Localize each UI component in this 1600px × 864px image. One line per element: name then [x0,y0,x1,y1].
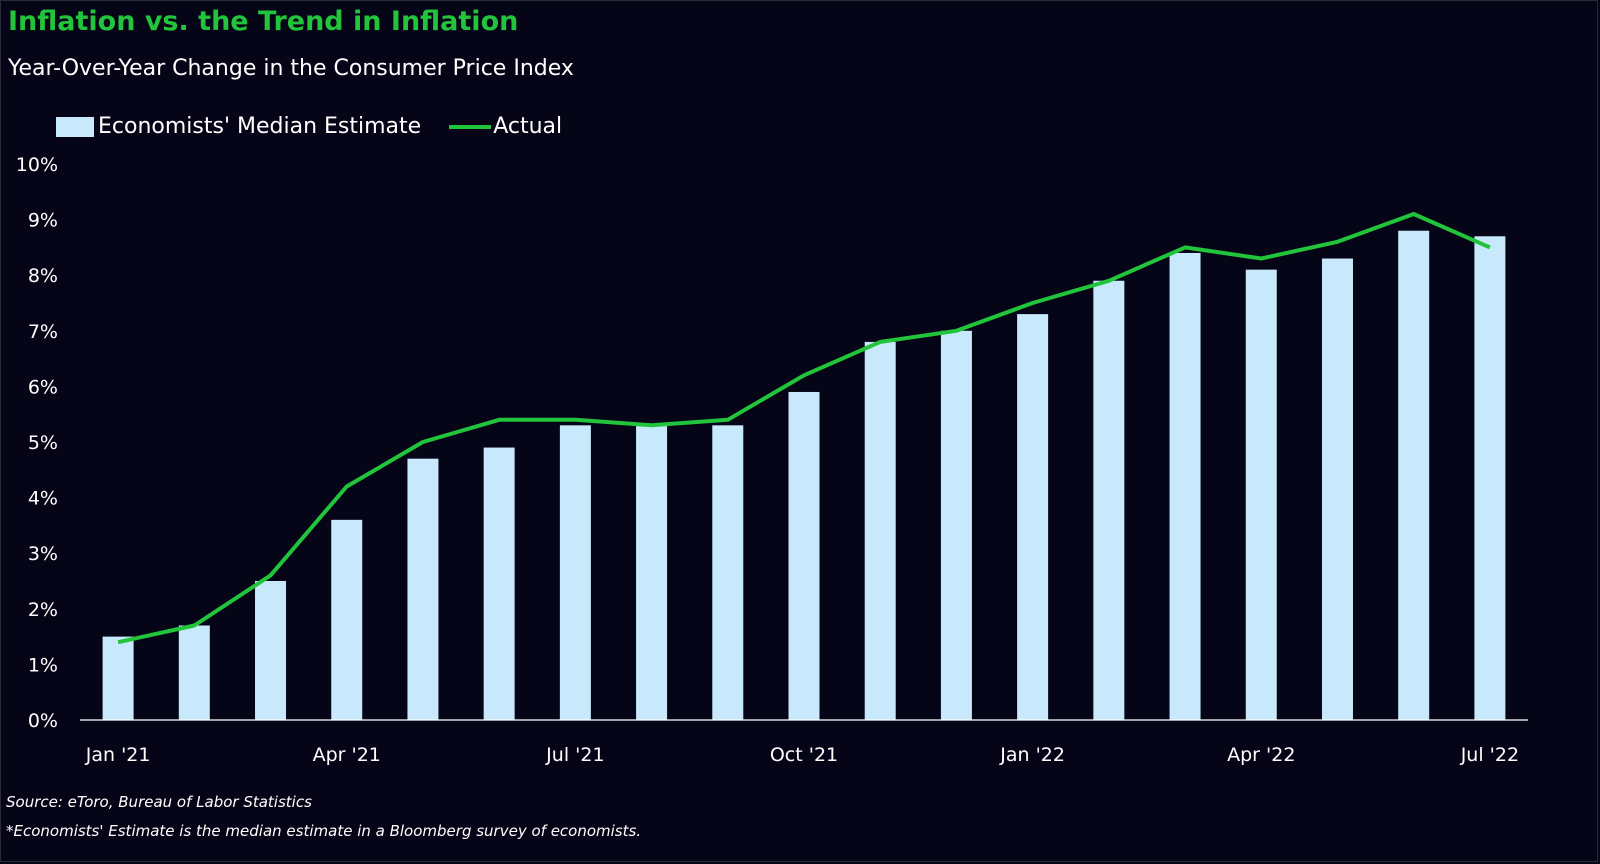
bar-3 [331,519,363,720]
y-tick-label: 3% [28,543,58,565]
y-tick-label: 5% [28,432,58,454]
y-tick-label: 1% [28,654,58,676]
survey-note: *Economists' Estimate is the median esti… [6,822,642,840]
bar-18 [1474,236,1506,720]
x-tick-label: Apr '22 [1227,744,1295,766]
y-tick-label: 2% [28,599,58,621]
source-note: Source: eToro, Bureau of Labor Statistic… [6,793,312,811]
bar-12 [1017,314,1049,720]
bar-10 [864,341,896,720]
bar-7 [636,425,668,720]
legend-line-swatch [449,124,492,129]
y-tick-label: 7% [28,321,58,343]
chart-plot: 0% 1% 2% 3% 4% 5% 6% 7% 8% 9% 10% Jan '21 Apr '21 Ju… [16,154,1528,766]
bar-0 [102,636,134,720]
bar-15 [1245,269,1277,720]
legend-bar-swatch [56,116,94,137]
bar-4 [407,458,439,720]
bar-16 [1321,258,1353,720]
x-tick-label: Jul '22 [1460,744,1519,766]
y-axis: 0% 1% 2% 3% 4% 5% 6% 7% 8% 9% 10% [16,154,58,732]
y-tick-label: 9% [28,210,58,232]
line-series [117,212,1491,645]
bar-11 [940,330,972,720]
bar-2 [255,581,287,720]
x-tick-label: Oct '21 [770,744,838,766]
x-tick-label: Jan '22 [999,744,1065,766]
x-tick-label: Jan '21 [85,744,151,766]
bar-14 [1169,252,1201,720]
bar-1 [178,625,210,720]
y-tick-label: 4% [28,488,58,510]
y-tick-label: 8% [28,265,58,287]
bar-17 [1398,230,1430,720]
legend-item-estimate: Economists' Median Estimate [56,114,421,139]
chart-title: Inflation vs. the Trend in Inflation [8,6,519,37]
chart-legend: Economists' Median Estimate Actual [56,114,562,139]
bar-6 [559,425,591,720]
y-tick-label: 6% [28,376,58,398]
y-tick-label: 0% [28,710,58,732]
legend-item-actual: Actual [449,114,562,139]
bar-series [102,230,1506,720]
legend-estimate-label: Economists' Median Estimate [98,114,422,139]
x-tick-label: Apr '21 [313,744,381,766]
bar-13 [1093,280,1125,720]
chart-subtitle: Year-Over-Year Change in the Consumer Pr… [8,56,574,81]
bar-8 [712,425,744,720]
x-axis: Jan '21 Apr '21 Jul '21 Oct '21 Jan '22 Apr '… [85,744,1519,766]
x-tick-label: Jul '21 [545,744,604,766]
bar-5 [483,447,515,720]
legend-actual-label: Actual [493,114,563,139]
y-tick-label: 10% [16,154,58,176]
bar-9 [788,391,820,720]
